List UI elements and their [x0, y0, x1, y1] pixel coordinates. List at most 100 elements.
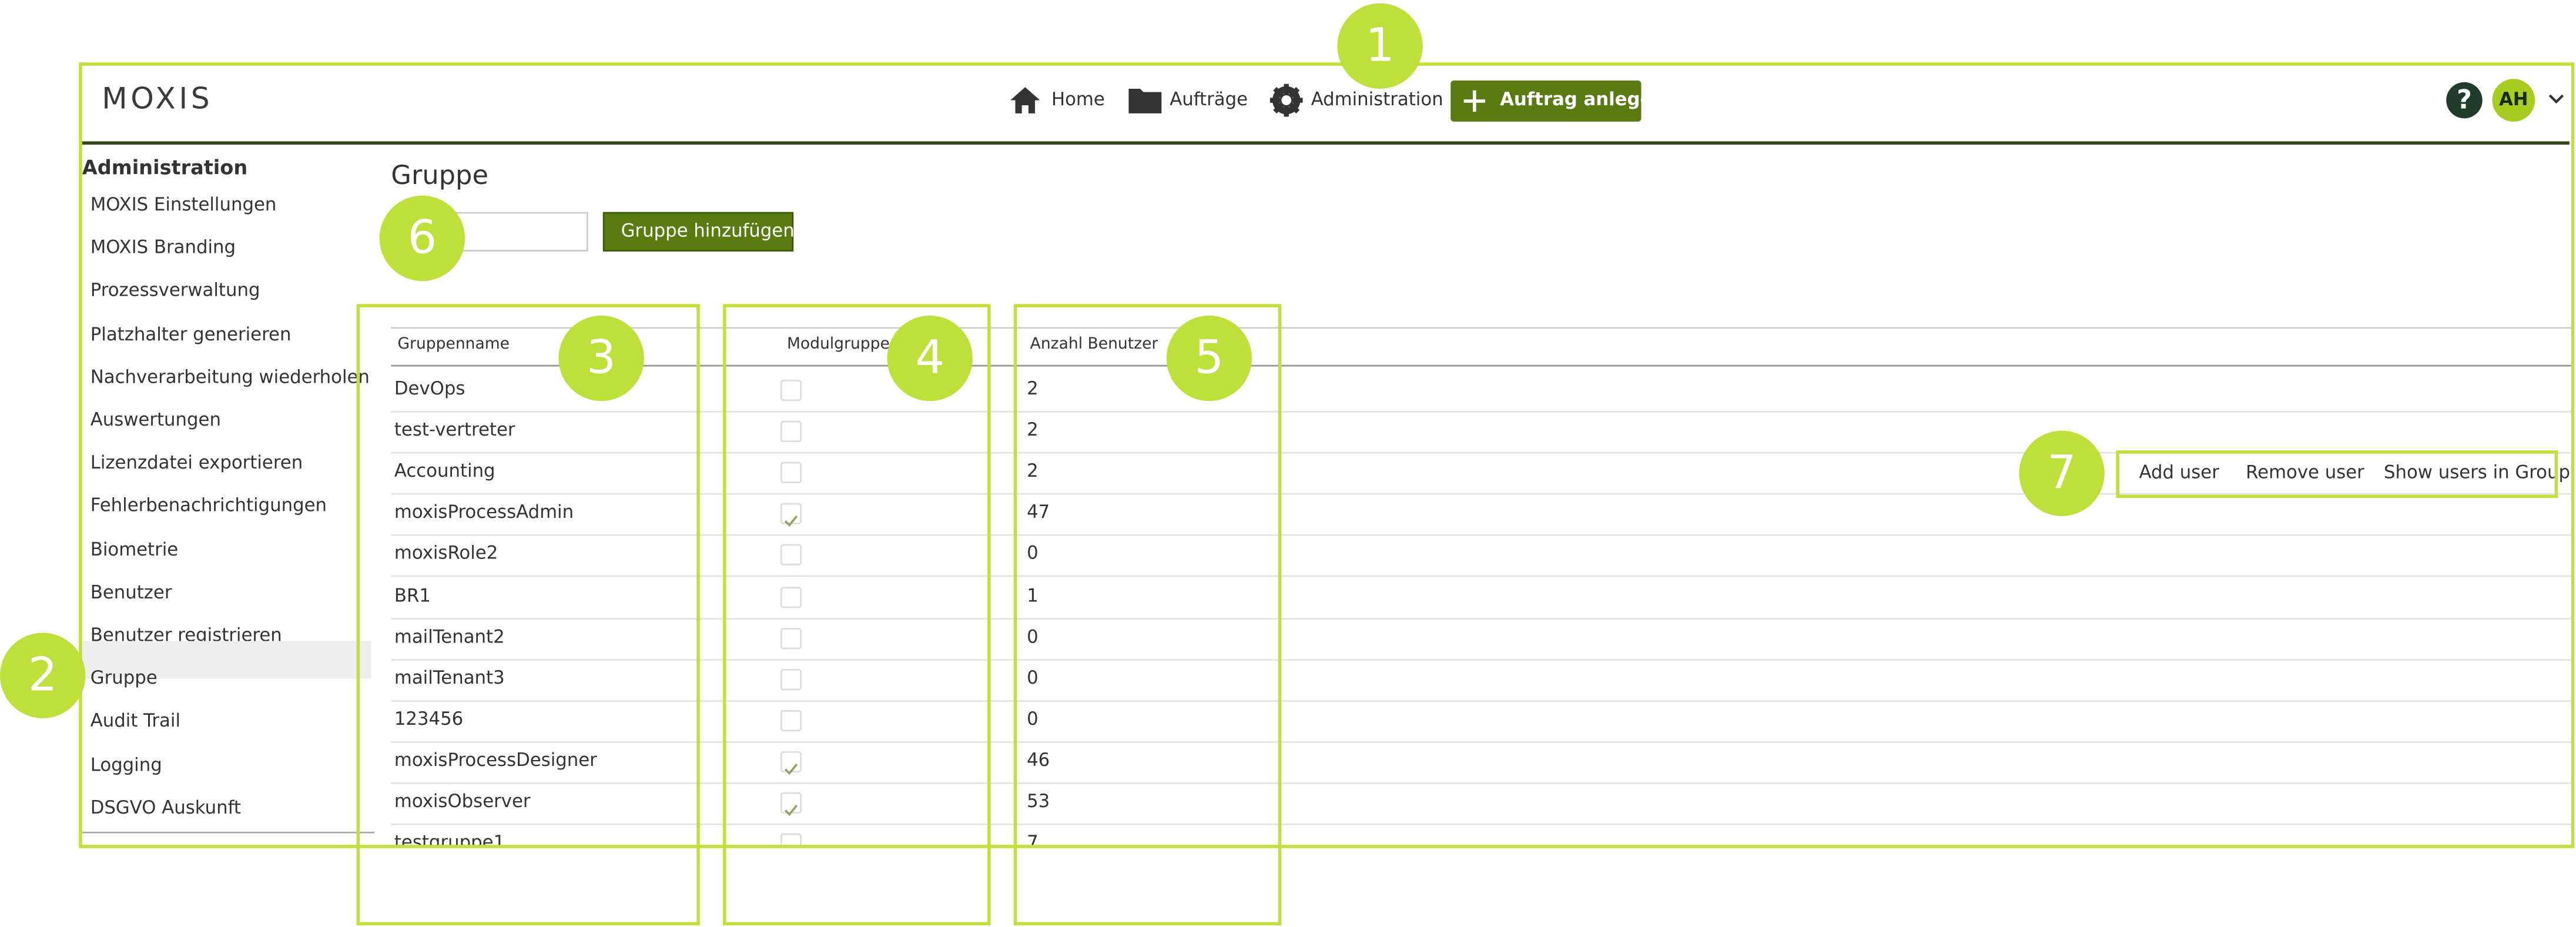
user-count: 7	[1027, 832, 1039, 846]
nav-item[interactable]: Home	[1051, 88, 1105, 111]
action-link[interactable]: Add user	[2139, 461, 2219, 484]
module-checkbox[interactable]	[780, 544, 802, 566]
row-border	[391, 617, 2571, 619]
row-border	[391, 534, 2571, 537]
row-border	[391, 493, 2571, 496]
group-name[interactable]: moxisProcessDesigner	[394, 749, 597, 771]
highlight-frame	[2116, 450, 2558, 498]
plus-icon	[1463, 90, 1485, 112]
module-checkbox[interactable]	[780, 792, 802, 816]
callout-marker: 2	[0, 632, 86, 718]
user-count: 1	[1027, 584, 1039, 606]
highlight-frame	[79, 62, 2575, 848]
callout-marker: 6	[379, 195, 465, 282]
user-count: 2	[1027, 460, 1039, 482]
row-border	[391, 411, 2571, 413]
checkmark	[784, 763, 798, 775]
sidebar-item[interactable]: Gruppe	[90, 667, 158, 690]
callout-marker: 5	[1166, 315, 1252, 401]
column-header: Anzahl Benutzer	[1030, 335, 1158, 354]
module-checkbox[interactable]	[780, 710, 802, 731]
user-count: 0	[1027, 543, 1039, 565]
sidebar-item[interactable]: Prozessverwaltung	[90, 280, 260, 302]
callout-marker: 7	[2019, 430, 2105, 516]
callout-marker: 1	[1337, 3, 1423, 89]
module-checkbox[interactable]	[780, 462, 802, 484]
row-border	[391, 452, 2571, 454]
user-count: 0	[1027, 625, 1039, 647]
module-checkbox[interactable]	[780, 421, 802, 443]
sidebar-item[interactable]: Biometrie	[90, 538, 179, 560]
user-count: 0	[1027, 667, 1039, 688]
home-icon	[1010, 87, 1040, 113]
sidebar-item[interactable]: Fehlerbenachrichtigungen	[90, 495, 327, 517]
highlight-frame	[1013, 304, 1282, 926]
module-checkbox[interactable]	[780, 833, 802, 846]
sidebar-item[interactable]: Auswertungen	[90, 409, 221, 431]
sidebar-item[interactable]: Platzhalter generieren	[90, 323, 292, 345]
module-checkbox[interactable]	[780, 585, 802, 608]
group-name[interactable]: BR1	[394, 584, 431, 606]
sidebar-item[interactable]: Audit Trail	[90, 711, 181, 732]
folder-icon	[1128, 88, 1162, 113]
logo[interactable]: MOXIS	[102, 82, 213, 117]
sidebar-item[interactable]: Nachverarbeitung wiederholen	[90, 366, 370, 388]
group-name[interactable]: Accounting	[394, 460, 495, 482]
action-link[interactable]: Remove user	[2246, 461, 2364, 484]
row-border	[391, 700, 2571, 702]
active-item-bg	[82, 641, 371, 680]
module-checkbox[interactable]	[780, 668, 802, 690]
avatar[interactable]: AH	[2492, 79, 2535, 122]
group-name[interactable]: moxisRole2	[394, 543, 498, 565]
column-header: Modulgruppe	[786, 335, 890, 354]
user-count: 2	[1027, 419, 1039, 441]
header-border	[391, 327, 2571, 329]
sidebar-item[interactable]: Benutzer	[90, 581, 172, 603]
group-table: Gruppenname Modulgruppe Anzahl Benutzer Dev…	[391, 327, 2571, 846]
user-count: 46	[1027, 749, 1050, 771]
chevron[interactable]	[2548, 93, 2565, 106]
group-name[interactable]: test-vertreter	[394, 419, 515, 441]
group-name[interactable]: DevOps	[394, 378, 465, 400]
callout-marker: 3	[558, 315, 644, 401]
sidebar-item[interactable]: MOXIS Einstellungen	[90, 193, 277, 216]
row-border	[391, 575, 2571, 578]
sidebar-item[interactable]: Logging	[90, 754, 162, 775]
nav-bar	[82, 66, 2570, 145]
nav-item[interactable]: Administration	[1311, 88, 1443, 111]
highlight-frame	[356, 304, 700, 926]
sidebar-item[interactable]: MOXIS Branding	[90, 237, 236, 259]
row-border	[391, 658, 2571, 660]
add-group-button[interactable]	[602, 212, 794, 252]
group-name[interactable]: mailTenant3	[394, 667, 505, 688]
column-header: Gruppenname	[397, 335, 510, 354]
user-count: 47	[1027, 501, 1050, 523]
add-group-button-label[interactable]: Gruppe hinzufügen	[621, 220, 795, 242]
sidebar-item[interactable]: Lizenzdatei exportieren	[90, 452, 303, 474]
module-checkbox[interactable]	[780, 751, 802, 775]
header-border	[391, 364, 2571, 367]
group-name[interactable]: moxisProcessAdmin	[394, 501, 574, 523]
group-name[interactable]: moxisObserver	[394, 790, 531, 812]
module-checkbox[interactable]	[780, 503, 802, 527]
nav-item[interactable]: Aufträge	[1170, 88, 1248, 111]
group-name[interactable]: mailTenant2	[394, 625, 505, 647]
checkmark	[784, 516, 798, 527]
gear-icon	[1269, 83, 1303, 117]
sidebar-border	[82, 831, 375, 834]
group-name[interactable]: testgruppe1	[394, 832, 505, 846]
user-count: 53	[1027, 790, 1050, 812]
create-button-label[interactable]: Auftrag anlegen	[1500, 88, 1666, 111]
checkmark	[784, 804, 798, 816]
user-count: 0	[1027, 708, 1039, 729]
page-title: Gruppe	[391, 159, 488, 191]
row-border	[391, 741, 2571, 743]
action-link[interactable]: Show users in Group	[2383, 461, 2571, 484]
module-checkbox[interactable]	[780, 627, 802, 649]
sidebar-item[interactable]: DSGVO Auskunft	[90, 797, 241, 818]
row-border	[391, 823, 2571, 825]
help-icon[interactable]: ?	[2446, 82, 2483, 119]
sidebar-title: Administration	[82, 156, 248, 179]
module-checkbox[interactable]	[780, 379, 802, 401]
group-name[interactable]: 123456	[394, 708, 464, 729]
